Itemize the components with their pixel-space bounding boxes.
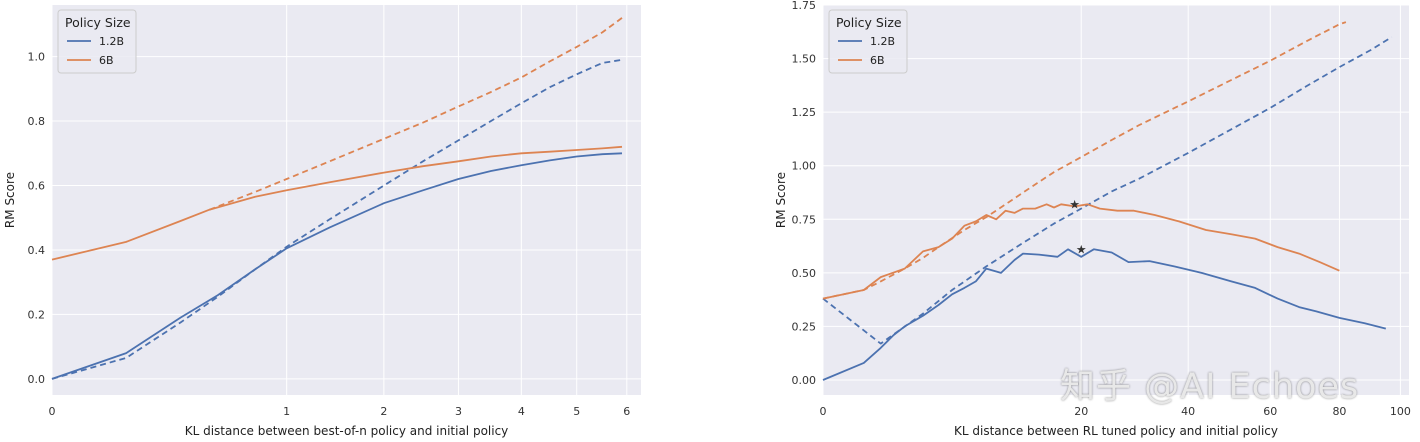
y-tick-label: 0.0 [28,373,46,386]
y-tick-label: 1.0 [28,51,46,64]
y-tick-label: 0.50 [792,267,817,280]
x-tick-label: 4 [518,405,525,418]
optimum-star-marker: ★ [1069,197,1080,211]
optimum-star-marker: ★ [1076,242,1087,256]
legend: Policy Size 1.2B 6B [828,9,908,74]
y-tick-label: 0.6 [28,179,46,192]
x-axis-label: KL distance between RL tuned policy and … [954,424,1278,438]
x-tick-label: 1 [283,405,290,418]
legend-entry: 6B [99,54,114,67]
y-tick-label: 0.8 [28,115,46,128]
y-tick-label: 1.50 [792,53,817,66]
y-tick-label: 0.25 [792,320,817,333]
x-tick-label: 60 [1263,405,1277,418]
legend-entry: 1.2B [99,35,124,48]
left-chart: 0.0 0.2 0.4 0.6 0.8 1.0 0 1 2 3 4 5 6 KL distance bet… [3,5,641,438]
x-tick-label: 6 [623,405,630,418]
series-line-1-2b [51,152,623,380]
x-tick-label: 0 [820,405,827,418]
x-tick-label: 5 [573,405,580,418]
x-tick-label: 100 [1390,405,1411,418]
y-axis-label: RM Score [3,172,17,228]
series-line-1-2b-fit [51,58,623,380]
legend-title: Policy Size [836,15,902,30]
y-tick-label: 1.25 [792,106,817,119]
x-tick-label: 80 [1332,405,1346,418]
x-tick-label: 0 [49,405,56,418]
x-tick-label: 3 [455,405,462,418]
x-tick-label: 40 [1181,405,1195,418]
series-line-1-2b-fit [822,36,1393,345]
series-line-1-2b [822,248,1387,381]
y-tick-label: 0.75 [792,213,817,226]
plot-area [52,5,641,395]
y-tick-label: 0.2 [28,308,46,321]
legend: Policy Size 1.2B 6B [57,9,137,74]
legend-title: Policy Size [65,15,131,30]
y-tick-label: 1.75 [792,0,817,12]
right-chart: 0.00 0.25 0.50 0.75 1.00 1.25 1.50 1.75 0 20 40 60 8… [774,0,1411,438]
legend-entry: 6B [870,54,885,67]
y-tick-label: 0.4 [28,244,46,257]
series-line-6b-fit [822,21,1347,300]
y-tick-label: 1.00 [792,160,817,173]
y-tick-label: 0.00 [792,374,817,387]
legend-box [828,9,908,74]
watermark: 知乎 @AI Echoes [1060,367,1360,407]
y-axis-label: RM Score [774,172,788,228]
series-line-6b-fit [209,17,623,211]
x-tick-label: 20 [1074,405,1088,418]
x-axis-label: KL distance between best-of-n policy and… [185,424,509,438]
legend-box [57,9,137,74]
legend-entry: 1.2B [870,35,895,48]
series-line-6b [51,145,623,261]
x-tick-label: 2 [380,405,387,418]
plot-area [823,5,1409,395]
